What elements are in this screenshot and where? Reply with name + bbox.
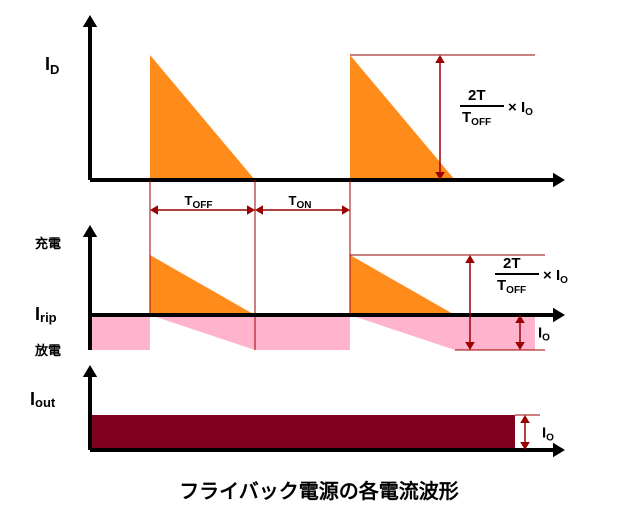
flyback-current-waveforms: ID2TTOFF× IOTOFFTON充電放電Irip2TTOFF× IOIOI…: [0, 0, 638, 517]
svg-text:2T: 2T: [503, 255, 521, 272]
discharge-label: 放電: [34, 343, 61, 358]
charge-label: 充電: [35, 236, 61, 251]
diagram-title: フライバック電源の各電流波形: [179, 479, 459, 503]
svg-text:2T: 2T: [468, 87, 486, 104]
